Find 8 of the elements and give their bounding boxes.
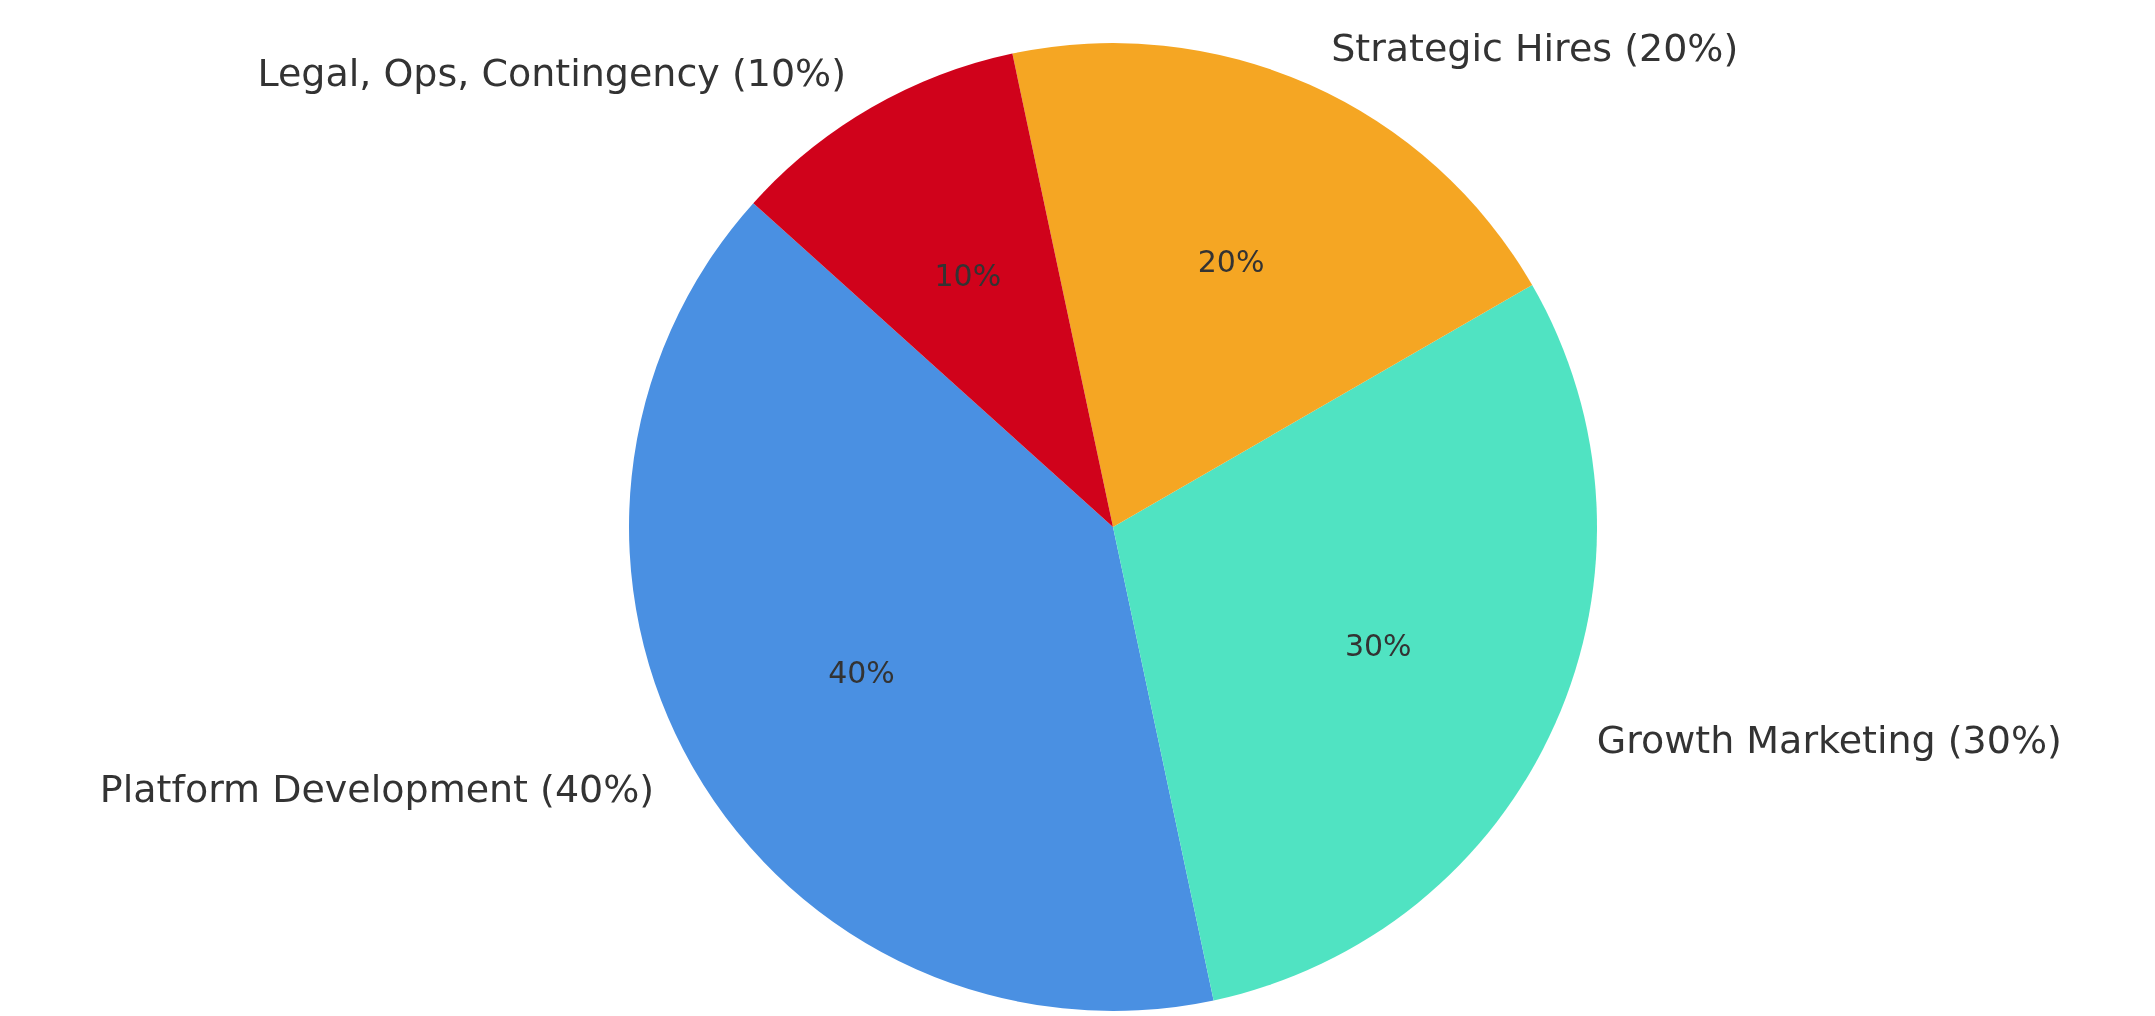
data-label: 30% — [1344, 627, 1412, 663]
data-label: 20% — [1197, 244, 1265, 280]
slice-label: Legal, Ops, Contingency (10%) — [257, 51, 846, 96]
data-label: 40% — [828, 654, 895, 690]
slice-label: Strategic Hires (20%) — [1331, 26, 1739, 71]
slice-label: Growth Marketing (30%) — [1596, 718, 2062, 763]
slice-label: Platform Development (40%) — [99, 767, 655, 811]
data-label: 10% — [934, 258, 1002, 294]
